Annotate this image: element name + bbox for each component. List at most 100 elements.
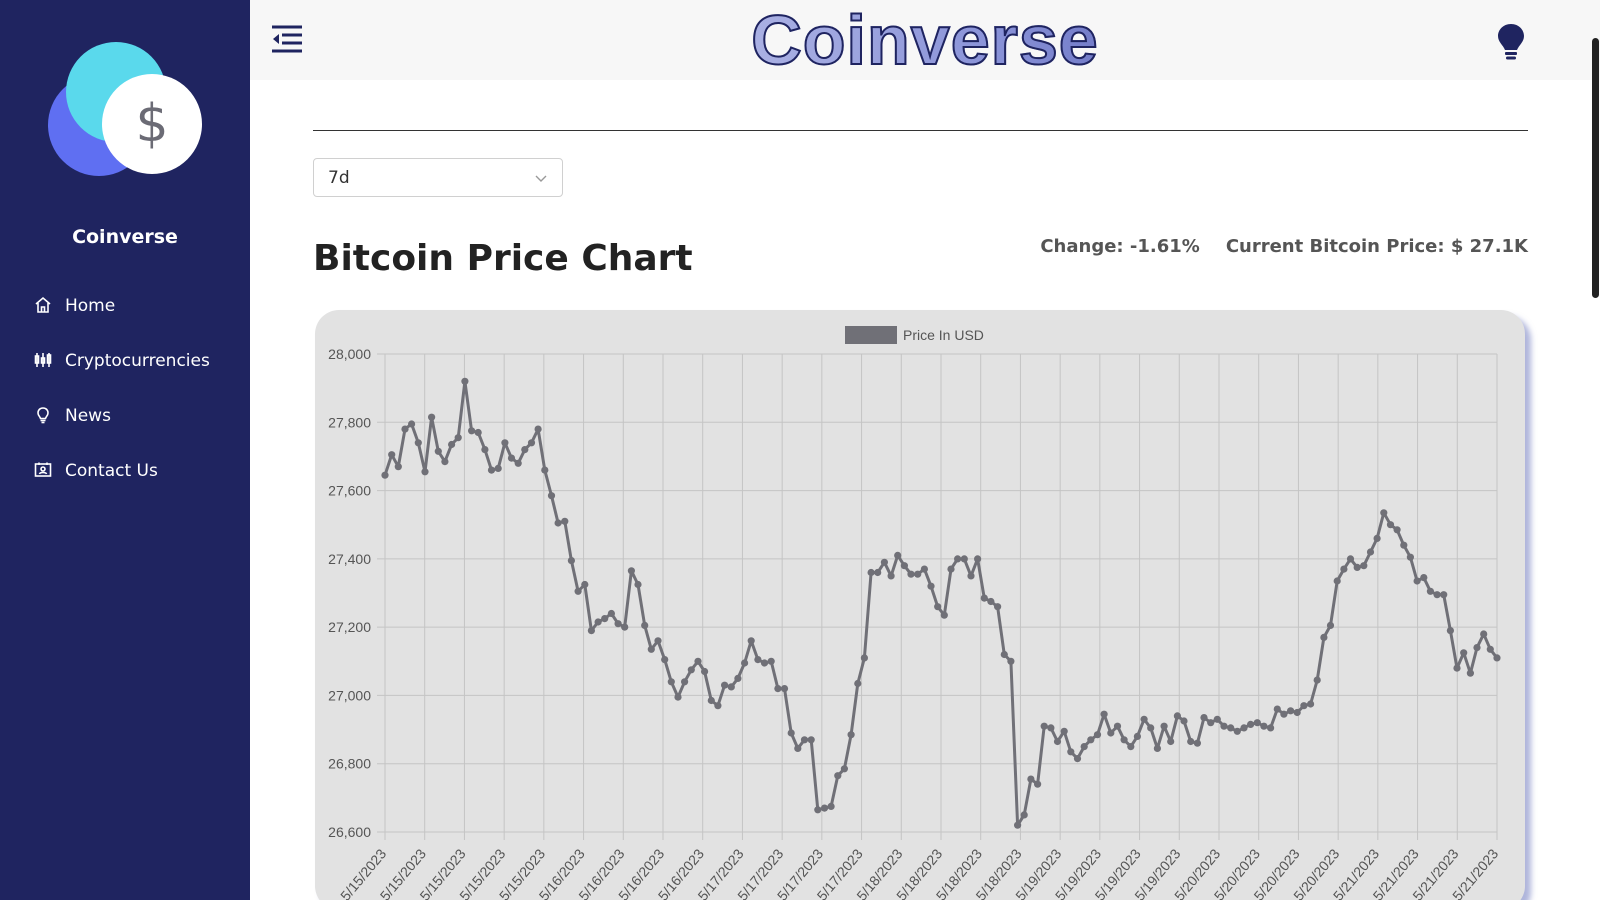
timeframe-select-value: 7d — [328, 167, 350, 188]
price-point — [1287, 707, 1295, 715]
price-point — [1080, 743, 1088, 751]
price-point — [774, 685, 782, 693]
price-point — [468, 427, 476, 435]
price-point — [980, 594, 988, 602]
sidebar-item-home[interactable]: Home — [34, 278, 210, 333]
price-point — [448, 440, 456, 449]
price-point — [1466, 669, 1474, 677]
price-point — [1486, 645, 1494, 653]
price-point — [574, 587, 582, 595]
price-point — [527, 439, 536, 447]
price-point — [1100, 710, 1108, 718]
price-point — [1014, 821, 1022, 829]
price-point — [814, 806, 822, 814]
price-point — [1160, 722, 1168, 730]
price-point — [860, 654, 869, 662]
price-point — [1413, 577, 1421, 585]
price-point — [1227, 724, 1235, 732]
legend-swatch — [845, 326, 897, 344]
price-point — [760, 659, 769, 667]
price-point — [1147, 724, 1155, 732]
price-point — [1386, 521, 1395, 529]
price-point — [394, 463, 402, 471]
price-point — [1380, 509, 1388, 517]
sidebar-item-cryptocurrencies[interactable]: Cryptocurrencies — [34, 333, 210, 388]
price-point — [1113, 722, 1122, 730]
x-axis: 5/15/20235/15/20235/15/20235/15/20235/15… — [337, 845, 1501, 900]
price-point — [741, 659, 749, 667]
price-point — [481, 446, 489, 454]
price-point — [1346, 555, 1355, 563]
price-point — [414, 439, 422, 447]
price-point — [834, 772, 842, 780]
price-point — [401, 425, 409, 433]
price-point — [381, 471, 389, 479]
price-point — [721, 681, 729, 689]
price-point — [534, 425, 542, 433]
price-point — [927, 582, 935, 590]
price-point — [940, 611, 948, 619]
price-point — [1053, 737, 1062, 746]
price-point — [547, 492, 556, 500]
price-point — [1040, 722, 1048, 730]
chart-legend[interactable]: Price In USD — [845, 326, 984, 344]
theme-toggle-bulb-icon[interactable] — [1496, 22, 1526, 62]
price-point — [1220, 722, 1228, 730]
price-point — [1393, 526, 1401, 534]
price-point — [1420, 574, 1428, 582]
sidebar-nav: Home Cryptocurrencies News Contact Us — [34, 278, 210, 498]
price-point — [661, 656, 669, 664]
sidebar-item-label: Contact Us — [65, 460, 158, 481]
price-point — [1140, 715, 1148, 723]
timeframe-select[interactable]: 7d — [313, 158, 563, 197]
price-point — [1193, 739, 1201, 747]
price-point — [494, 464, 502, 472]
divider — [313, 130, 1528, 131]
price-point — [714, 702, 722, 710]
price-point — [1307, 700, 1315, 708]
price-point — [1293, 708, 1301, 717]
price-point — [1373, 534, 1381, 542]
price-point — [1133, 732, 1141, 740]
price-point — [820, 804, 829, 812]
price-point — [754, 656, 762, 664]
price-point — [1360, 562, 1368, 570]
price-point — [967, 572, 975, 580]
price-point — [780, 685, 789, 693]
price-point — [1240, 724, 1248, 732]
price-point — [1366, 548, 1375, 556]
price-point — [907, 570, 915, 578]
price-chart-card: Price In USD 26,600 26,800 27,000 27,200 27,… — [315, 310, 1525, 900]
price-point — [581, 580, 589, 589]
price-point — [1127, 743, 1135, 751]
y-tick-label: 27,600 — [328, 483, 371, 499]
price-point — [747, 637, 755, 645]
y-tick-label: 26,600 — [328, 824, 371, 840]
price-point — [1200, 714, 1208, 722]
price-point — [800, 736, 809, 744]
price-point — [541, 466, 549, 474]
top-header: Coinverse — [250, 0, 1600, 80]
price-point — [767, 657, 775, 665]
sidebar-item-contact-us[interactable]: Contact Us — [34, 443, 210, 498]
price-point — [840, 765, 849, 773]
price-point — [1087, 736, 1095, 744]
price-point — [388, 451, 396, 459]
price-point — [987, 597, 995, 606]
price-point — [1353, 563, 1361, 571]
price-point — [441, 458, 449, 466]
scrollbar-thumb[interactable] — [1592, 38, 1599, 298]
price-point — [1167, 737, 1175, 746]
price-point — [1260, 722, 1268, 730]
app-logo: $ — [46, 40, 206, 180]
y-tick-label: 28,000 — [328, 346, 371, 362]
price-series — [381, 377, 1501, 829]
y-tick-label: 26,800 — [328, 756, 371, 772]
menu-fold-icon[interactable] — [270, 24, 304, 54]
price-point — [1247, 720, 1255, 728]
price-point — [887, 572, 895, 580]
price-stats: Change: -1.61% Current Bitcoin Price: $ … — [1040, 236, 1528, 257]
price-point — [687, 666, 695, 674]
current-price: Current Bitcoin Price: $ 27.1K — [1225, 236, 1528, 257]
sidebar-item-news[interactable]: News — [34, 388, 210, 443]
